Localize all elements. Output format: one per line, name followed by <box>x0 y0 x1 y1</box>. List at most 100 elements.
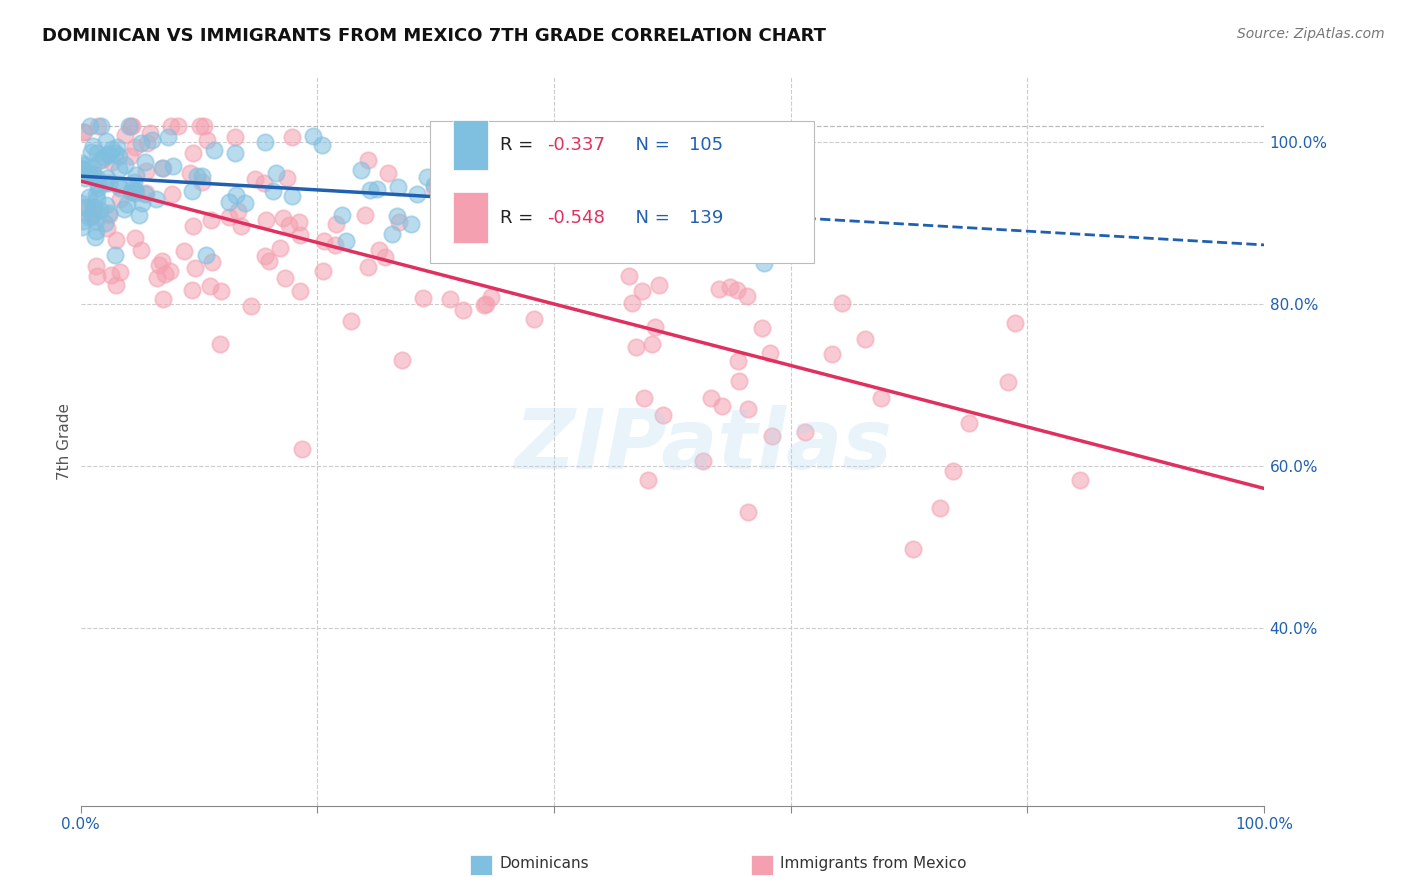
Point <box>150 161 173 176</box>
Point <box>737 401 759 416</box>
Point <box>759 346 782 360</box>
Point <box>399 218 422 232</box>
Point <box>243 172 266 186</box>
Point <box>73 158 96 172</box>
Point <box>124 183 146 197</box>
Point <box>84 259 107 273</box>
Point <box>134 186 156 201</box>
Point <box>354 208 377 222</box>
Point <box>104 248 127 262</box>
Point <box>96 171 118 186</box>
Point <box>135 136 157 150</box>
Point <box>367 243 389 257</box>
Point <box>831 296 853 310</box>
Point <box>159 264 181 278</box>
Point <box>621 296 644 310</box>
Point <box>135 163 157 178</box>
Point <box>179 166 201 180</box>
Point <box>439 187 461 202</box>
Point <box>350 162 373 177</box>
Point <box>100 154 122 169</box>
Point <box>131 196 153 211</box>
Point <box>218 194 240 209</box>
Point <box>821 346 844 360</box>
Point <box>439 211 461 225</box>
Point <box>90 153 112 167</box>
Point <box>141 133 163 147</box>
Point <box>166 119 188 133</box>
Point <box>90 119 112 133</box>
Text: R =: R = <box>499 209 538 227</box>
Point <box>86 145 108 160</box>
Point <box>70 196 93 211</box>
Point <box>374 250 396 264</box>
Point <box>756 235 779 249</box>
Point <box>716 174 738 188</box>
Point <box>631 284 654 298</box>
Y-axis label: 7th Grade: 7th Grade <box>58 403 72 480</box>
Point <box>233 195 256 210</box>
Point <box>162 159 184 173</box>
Point <box>114 128 136 143</box>
Point <box>72 155 94 169</box>
Point <box>725 283 748 297</box>
Point <box>94 198 117 212</box>
Text: -0.548: -0.548 <box>547 209 605 227</box>
Point <box>443 204 465 219</box>
Point <box>121 182 143 196</box>
Point <box>472 298 495 312</box>
FancyBboxPatch shape <box>430 121 814 263</box>
Point <box>124 139 146 153</box>
Point <box>156 130 179 145</box>
Point <box>929 501 952 516</box>
Point <box>125 168 148 182</box>
Point <box>706 240 728 254</box>
Point <box>190 175 212 189</box>
Point <box>377 166 399 180</box>
Point <box>108 265 131 279</box>
Point <box>225 188 247 202</box>
Point <box>84 224 107 238</box>
Point <box>312 264 335 278</box>
Point <box>957 416 980 430</box>
Point <box>277 218 299 232</box>
Point <box>87 181 110 195</box>
Point <box>737 505 759 519</box>
Point <box>107 148 129 162</box>
Point <box>728 374 751 388</box>
Point <box>181 219 204 233</box>
Point <box>488 190 510 204</box>
Point <box>131 136 153 151</box>
Point <box>325 217 347 231</box>
Point <box>718 279 741 293</box>
Point <box>640 336 662 351</box>
Point <box>735 289 758 303</box>
Point <box>271 211 294 225</box>
Point <box>135 186 157 200</box>
Point <box>184 261 207 276</box>
Point <box>75 201 97 215</box>
Point <box>479 289 502 303</box>
Point <box>118 149 141 163</box>
Point <box>751 321 773 335</box>
Point <box>146 271 169 285</box>
Point <box>86 171 108 186</box>
Point <box>87 119 110 133</box>
Point <box>122 175 145 189</box>
Point <box>385 209 408 223</box>
Point <box>79 119 101 133</box>
Text: R =: R = <box>499 136 538 153</box>
Point <box>648 278 671 293</box>
Point <box>104 146 127 161</box>
Point <box>637 473 659 487</box>
Point <box>82 167 104 181</box>
Point <box>752 256 775 270</box>
Point <box>523 312 546 326</box>
Point <box>94 134 117 148</box>
Point <box>70 162 93 177</box>
Point <box>794 425 817 440</box>
Point <box>291 442 314 457</box>
Point <box>633 391 655 405</box>
Point <box>224 146 246 161</box>
Point <box>692 454 714 468</box>
